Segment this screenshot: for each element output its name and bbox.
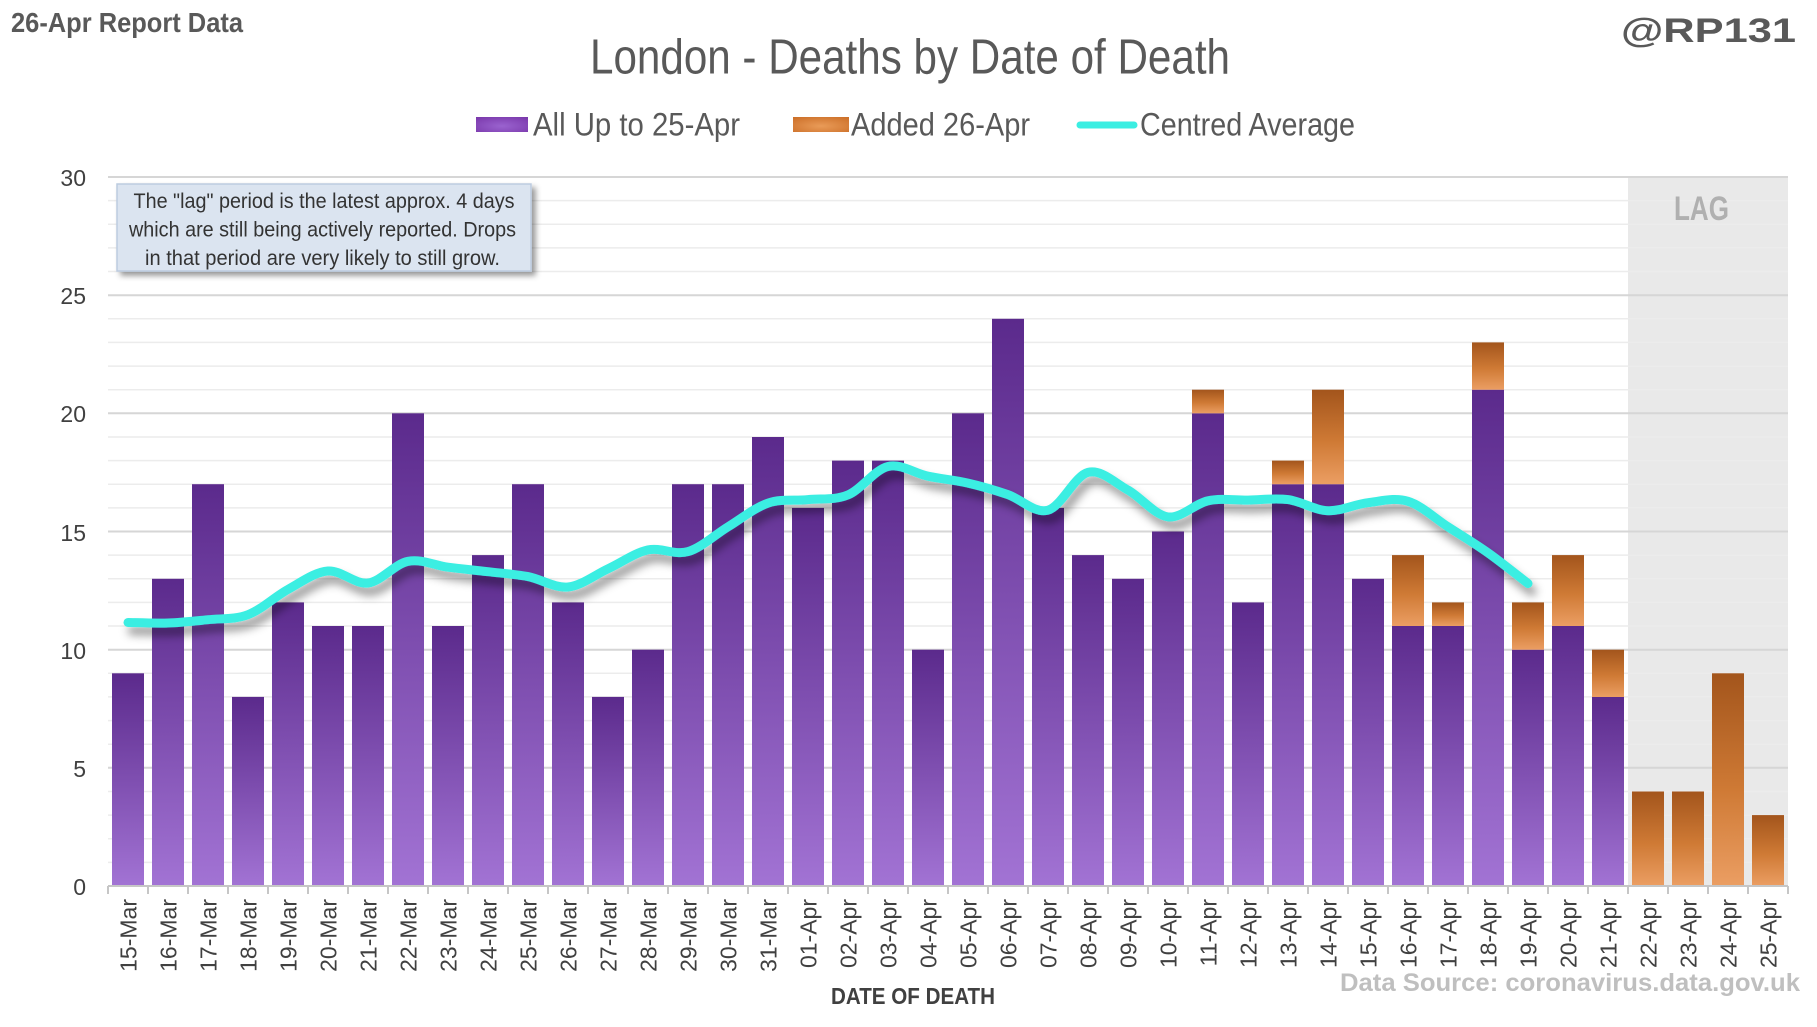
svg-text:22-Apr: 22-Apr [1636,899,1662,968]
svg-text:24-Mar: 24-Mar [476,899,502,972]
svg-text:15-Apr: 15-Apr [1356,899,1382,968]
svg-text:01-Apr: 01-Apr [796,899,822,968]
svg-text:13-Apr: 13-Apr [1276,899,1302,968]
svg-text:18-Apr: 18-Apr [1476,899,1502,968]
svg-text:Data Source: coronavirus.data.: Data Source: coronavirus.data.gov.uk [1340,969,1800,997]
svg-text:25: 25 [60,283,86,309]
svg-text:08-Apr: 08-Apr [1076,899,1102,968]
svg-text:19-Apr: 19-Apr [1516,899,1542,968]
svg-text:23-Apr: 23-Apr [1676,899,1702,968]
svg-text:14-Apr: 14-Apr [1316,899,1342,968]
svg-text:06-Apr: 06-Apr [996,899,1022,968]
svg-text:11-Apr: 11-Apr [1196,899,1222,967]
svg-text:04-Apr: 04-Apr [916,899,942,968]
svg-text:29-Mar: 29-Mar [676,899,702,972]
svg-text:19-Mar: 19-Mar [276,899,302,972]
svg-text:DATE OF DEATH: DATE OF DEATH [831,983,995,1009]
svg-text:25-Apr: 25-Apr [1756,899,1782,968]
svg-text:0: 0 [73,874,86,900]
svg-text:10: 10 [60,638,86,664]
svg-text:28-Mar: 28-Mar [636,899,662,972]
svg-text:LAG: LAG [1674,190,1729,228]
svg-text:Centred Average: Centred Average [1140,107,1355,143]
svg-text:24-Apr: 24-Apr [1716,899,1742,968]
svg-text:15: 15 [60,520,86,546]
svg-text:05-Apr: 05-Apr [956,899,982,968]
svg-text:@RP131: @RP131 [1621,12,1796,50]
svg-text:15-Mar: 15-Mar [116,899,142,972]
svg-text:12-Apr: 12-Apr [1236,899,1262,968]
svg-text:All Up to 25-Apr: All Up to 25-Apr [533,107,740,143]
svg-text:26-Mar: 26-Mar [556,899,582,972]
svg-text:16-Mar: 16-Mar [156,899,182,972]
svg-text:16-Apr: 16-Apr [1396,899,1422,968]
svg-text:5: 5 [73,756,86,782]
svg-text:23-Mar: 23-Mar [436,899,462,972]
svg-text:31-Mar: 31-Mar [756,899,782,972]
svg-text:The "lag" period is the latest: The "lag" period is the latest approx. 4… [134,190,515,213]
svg-text:17-Apr: 17-Apr [1436,899,1462,968]
svg-text:27-Mar: 27-Mar [596,899,622,972]
svg-text:02-Apr: 02-Apr [836,899,862,968]
svg-text:which are still being actively: which are still being actively reported.… [128,219,516,242]
svg-text:03-Apr: 03-Apr [876,899,902,968]
svg-text:09-Apr: 09-Apr [1116,899,1142,968]
svg-text:25-Mar: 25-Mar [516,899,542,972]
svg-text:30: 30 [60,165,86,191]
svg-text:22-Mar: 22-Mar [396,899,422,972]
svg-text:20-Mar: 20-Mar [316,899,342,972]
svg-text:18-Mar: 18-Mar [236,899,262,972]
svg-text:21-Mar: 21-Mar [356,899,382,972]
svg-text:20: 20 [60,401,86,427]
svg-text:in that period are very likely: in that period are very likely to still … [145,247,500,270]
svg-text:30-Mar: 30-Mar [716,899,742,972]
svg-text:20-Apr: 20-Apr [1556,899,1582,968]
svg-text:10-Apr: 10-Apr [1156,899,1182,968]
svg-text:21-Apr: 21-Apr [1596,899,1622,968]
svg-text:London - Deaths by Date of Dea: London - Deaths by Date of Death [590,31,1230,85]
svg-text:Added 26-Apr: Added 26-Apr [851,107,1030,143]
svg-text:07-Apr: 07-Apr [1036,899,1062,968]
svg-text:17-Mar: 17-Mar [196,899,222,972]
svg-text:26-Apr Report Data: 26-Apr Report Data [11,7,243,38]
